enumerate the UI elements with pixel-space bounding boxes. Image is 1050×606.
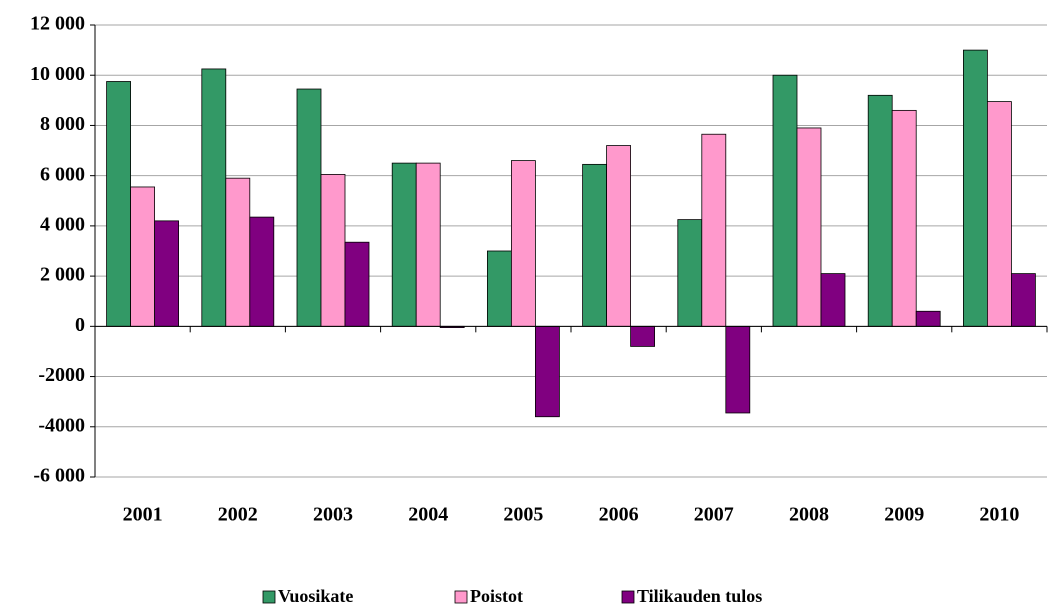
y-tick-label: 12 000 bbox=[30, 13, 85, 35]
bar bbox=[820, 273, 846, 327]
bar bbox=[582, 163, 607, 327]
bar bbox=[106, 81, 131, 327]
bar bbox=[154, 220, 180, 327]
y-tick-label: 6 000 bbox=[40, 163, 85, 185]
bar bbox=[249, 216, 275, 327]
bar bbox=[1011, 273, 1036, 327]
bar bbox=[344, 241, 370, 327]
bar bbox=[677, 219, 703, 327]
x-tick-label: 2007 bbox=[694, 504, 734, 526]
y-tick-label: 10 000 bbox=[30, 63, 85, 85]
bar bbox=[130, 186, 156, 327]
legend-swatch bbox=[454, 590, 468, 604]
bar bbox=[963, 49, 988, 327]
bar bbox=[320, 174, 346, 327]
y-tick-label: -4000 bbox=[38, 414, 85, 436]
bar bbox=[891, 109, 917, 327]
y-tick-label: -2000 bbox=[38, 364, 85, 386]
x-tick-label: 2009 bbox=[884, 504, 924, 526]
legend-label: Vuosikate bbox=[278, 586, 353, 606]
y-tick-label: 0 bbox=[75, 314, 85, 336]
y-tick-label: 4 000 bbox=[40, 213, 85, 235]
bar bbox=[987, 101, 1012, 327]
legend-label: Tilikauden tulos bbox=[637, 586, 762, 606]
x-tick-label: 2001 bbox=[123, 504, 163, 526]
legend-swatch bbox=[262, 590, 276, 604]
x-tick-label: 2004 bbox=[408, 504, 448, 526]
x-tick-label: 2006 bbox=[599, 504, 639, 526]
x-tick-label: 2008 bbox=[789, 504, 829, 526]
bar bbox=[225, 177, 251, 327]
bar bbox=[415, 162, 441, 327]
bar bbox=[796, 127, 822, 327]
bar bbox=[606, 145, 631, 327]
y-tick-label: -6 000 bbox=[33, 465, 85, 487]
bar bbox=[725, 325, 751, 414]
bar bbox=[510, 160, 536, 327]
legend-swatch bbox=[621, 590, 635, 604]
bar bbox=[867, 94, 893, 327]
x-tick-label: 2005 bbox=[503, 504, 543, 526]
bar bbox=[630, 325, 655, 347]
bar bbox=[486, 250, 512, 327]
bar bbox=[201, 68, 227, 327]
x-tick-label: 2002 bbox=[218, 504, 258, 526]
x-tick-label: 2010 bbox=[979, 504, 1019, 526]
y-tick-label: 2 000 bbox=[40, 264, 85, 286]
bar bbox=[535, 325, 560, 418]
y-tick-label: 8 000 bbox=[40, 113, 85, 135]
bar bbox=[296, 88, 322, 327]
bar bbox=[772, 74, 798, 327]
bar bbox=[915, 310, 941, 327]
bar bbox=[391, 162, 417, 327]
bar bbox=[701, 133, 727, 327]
legend-label: Poistot bbox=[470, 586, 523, 606]
x-tick-label: 2003 bbox=[313, 504, 353, 526]
